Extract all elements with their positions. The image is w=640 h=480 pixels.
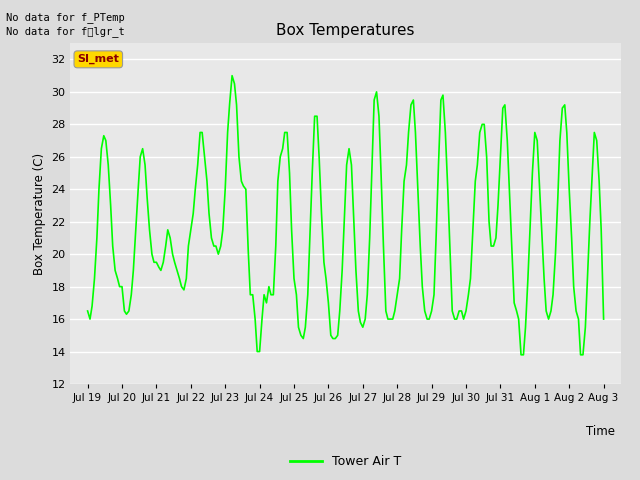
Text: No data for f_PTemp: No data for f_PTemp (6, 12, 125, 23)
Text: SI_met: SI_met (77, 54, 119, 64)
Y-axis label: Box Temperature (C): Box Temperature (C) (33, 153, 45, 275)
Legend: Tower Air T: Tower Air T (285, 450, 406, 473)
X-axis label: Time: Time (586, 425, 615, 438)
Title: Box Temperatures: Box Temperatures (276, 23, 415, 38)
Text: No data for f͟lgr_t: No data for f͟lgr_t (6, 26, 125, 37)
